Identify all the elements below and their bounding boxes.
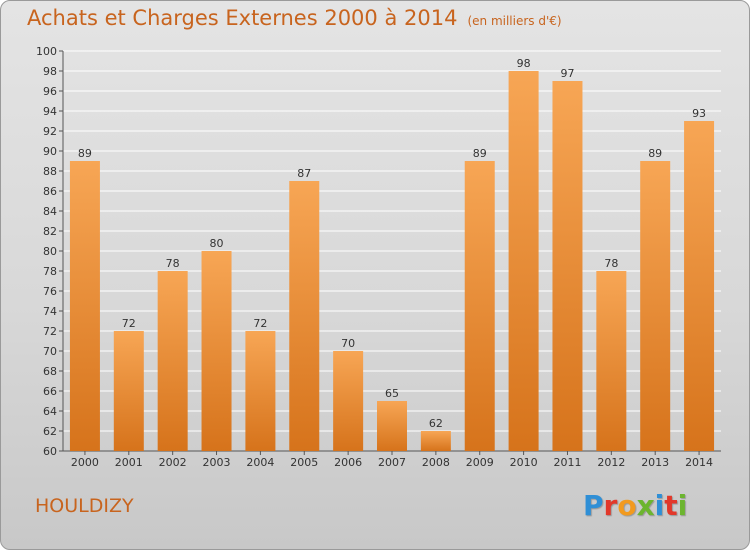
- proxiti-logo: Proxiti: [583, 489, 687, 522]
- y-tick-label: 60: [43, 445, 57, 458]
- logo-letter: o: [617, 489, 637, 522]
- data-label: 78: [166, 257, 180, 270]
- x-tick-label: 2013: [641, 456, 669, 469]
- data-label: 72: [253, 317, 267, 330]
- y-tick-label: 96: [43, 85, 57, 98]
- bar: [596, 271, 627, 451]
- data-label: 98: [517, 57, 531, 70]
- y-tick-label: 66: [43, 385, 57, 398]
- bar: [245, 331, 276, 451]
- town-name: HOULDIZY: [35, 495, 134, 517]
- x-tick-label: 2002: [159, 456, 187, 469]
- data-label: 80: [210, 237, 224, 250]
- x-tick-label: 2008: [422, 456, 450, 469]
- x-tick-label: 2010: [510, 456, 538, 469]
- data-label: 65: [385, 387, 399, 400]
- data-label: 89: [78, 147, 92, 160]
- y-tick-label: 86: [43, 185, 57, 198]
- y-tick-label: 94: [43, 105, 57, 118]
- bar: [464, 161, 495, 451]
- x-tick-label: 2012: [597, 456, 625, 469]
- bar: [201, 251, 232, 451]
- y-tick-label: 80: [43, 245, 57, 258]
- bar: [69, 161, 100, 451]
- data-label: 97: [560, 67, 574, 80]
- y-tick-label: 88: [43, 165, 57, 178]
- y-tick-label: 98: [43, 65, 57, 78]
- x-tick-label: 2009: [466, 456, 494, 469]
- x-tick-label: 2005: [290, 456, 318, 469]
- bar: [552, 81, 583, 451]
- bar: [333, 351, 364, 451]
- y-tick-label: 64: [43, 405, 57, 418]
- bar: [289, 181, 320, 451]
- data-label: 89: [473, 147, 487, 160]
- x-tick-label: 2007: [378, 456, 406, 469]
- data-label: 78: [604, 257, 618, 270]
- y-tick-label: 100: [36, 45, 57, 58]
- y-tick-label: 72: [43, 325, 57, 338]
- x-tick-label: 2014: [685, 456, 713, 469]
- y-tick-label: 70: [43, 345, 57, 358]
- y-tick-label: 82: [43, 225, 57, 238]
- data-label: 87: [297, 167, 311, 180]
- y-tick-label: 78: [43, 265, 57, 278]
- x-tick-label: 2004: [246, 456, 274, 469]
- y-tick-label: 84: [43, 205, 57, 218]
- y-tick-label: 68: [43, 365, 57, 378]
- y-tick-label: 74: [43, 305, 57, 318]
- bar: [113, 331, 144, 451]
- data-label: 62: [429, 417, 443, 430]
- y-tick-label: 76: [43, 285, 57, 298]
- logo-letter: r: [603, 489, 618, 522]
- x-tick-label: 2001: [115, 456, 143, 469]
- data-label: 70: [341, 337, 355, 350]
- bar: [157, 271, 188, 451]
- y-tick-label: 62: [43, 425, 57, 438]
- logo-letter: t: [664, 489, 678, 522]
- bar: [684, 121, 715, 451]
- data-label: 93: [692, 107, 706, 120]
- data-label: 89: [648, 147, 662, 160]
- bar: [508, 71, 539, 451]
- y-tick-label: 90: [43, 145, 57, 158]
- logo-letter: P: [583, 489, 604, 522]
- bar: [377, 401, 407, 451]
- chart-title: Achats et Charges Externes 2000 à 2014: [27, 6, 458, 30]
- x-tick-label: 2011: [553, 456, 581, 469]
- chart-subtitle: (en milliers d'€): [467, 14, 562, 28]
- title-block: Achats et Charges Externes 2000 à 2014 (e…: [27, 6, 562, 30]
- bar: [640, 161, 671, 451]
- x-tick-label: 2000: [71, 456, 99, 469]
- logo-letter: x: [636, 489, 655, 522]
- logo-letter: i: [654, 489, 665, 522]
- logo-letter: i: [677, 489, 688, 522]
- bar: [420, 431, 451, 451]
- y-tick-label: 92: [43, 125, 57, 138]
- x-tick-label: 2003: [203, 456, 231, 469]
- x-tick-label: 2006: [334, 456, 362, 469]
- data-label: 72: [122, 317, 136, 330]
